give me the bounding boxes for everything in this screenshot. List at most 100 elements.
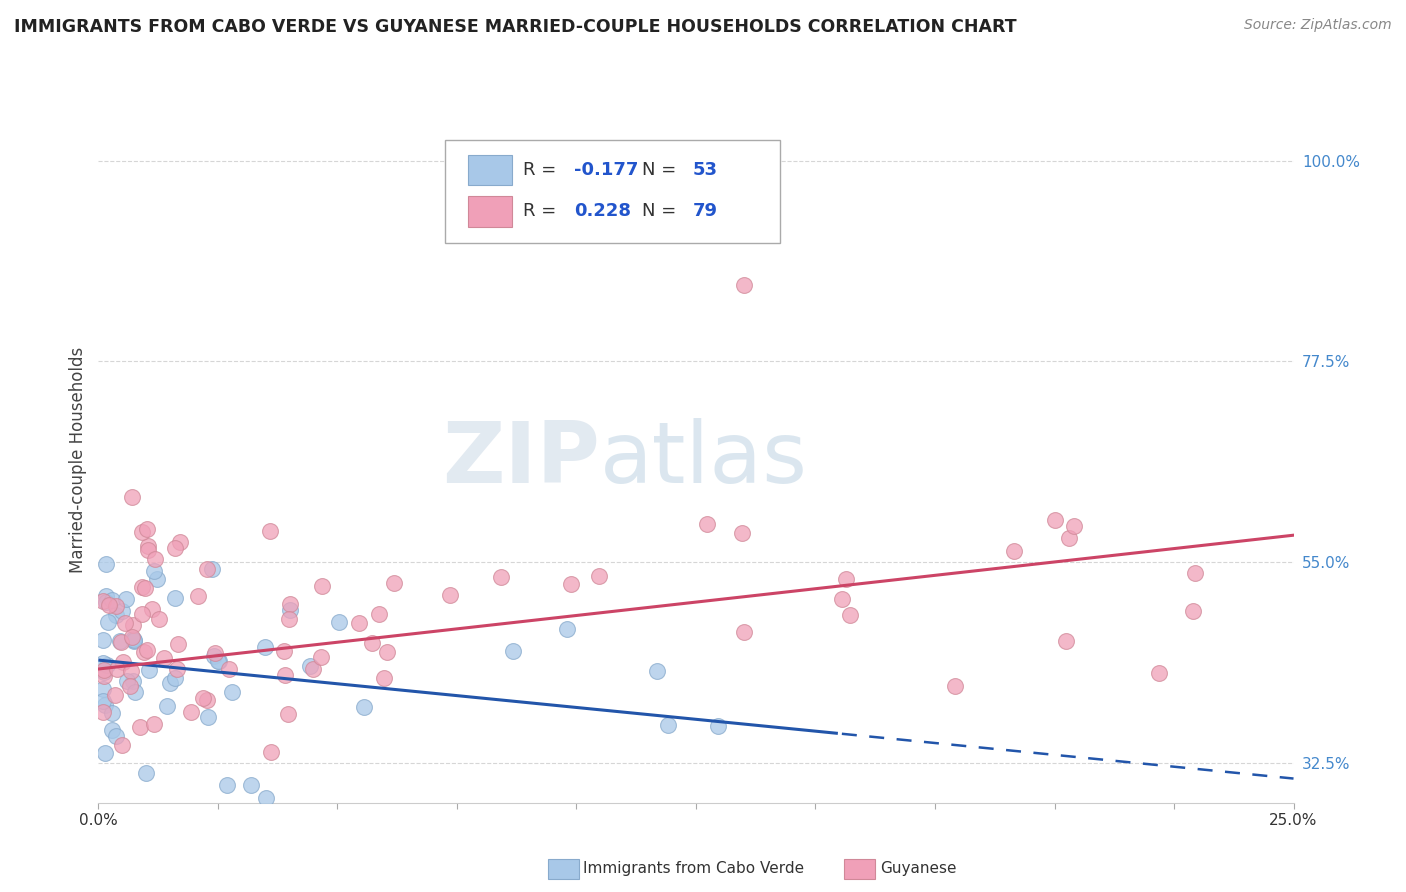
Point bbox=[96, 615, 118, 630]
Point bbox=[733, 625, 755, 640]
Point bbox=[169, 535, 191, 549]
Point bbox=[204, 647, 226, 661]
Point bbox=[309, 650, 332, 665]
Point bbox=[111, 604, 134, 618]
Point bbox=[101, 706, 124, 721]
Point bbox=[115, 591, 138, 606]
Point bbox=[1002, 544, 1025, 558]
Point bbox=[93, 663, 115, 677]
Point bbox=[353, 700, 375, 714]
Text: 0.228: 0.228 bbox=[574, 202, 631, 219]
FancyBboxPatch shape bbox=[444, 140, 780, 243]
Point bbox=[131, 580, 153, 594]
Point bbox=[1043, 513, 1066, 527]
Point bbox=[588, 568, 610, 582]
Point bbox=[221, 684, 243, 698]
Point bbox=[187, 589, 209, 603]
Point bbox=[135, 522, 157, 536]
Point bbox=[131, 524, 153, 539]
Point bbox=[91, 682, 114, 697]
Point bbox=[731, 525, 754, 540]
Point bbox=[696, 517, 718, 532]
Point bbox=[118, 679, 141, 693]
Point bbox=[707, 719, 730, 733]
Point bbox=[382, 576, 405, 591]
Point bbox=[361, 636, 384, 650]
Point bbox=[259, 524, 281, 538]
Point bbox=[122, 632, 145, 647]
Point bbox=[280, 597, 302, 611]
Point bbox=[489, 570, 512, 584]
Point bbox=[159, 675, 181, 690]
Point bbox=[328, 615, 350, 630]
Point bbox=[165, 591, 187, 606]
Point bbox=[838, 608, 860, 623]
Point bbox=[122, 673, 145, 688]
Point bbox=[105, 662, 128, 676]
Point bbox=[146, 572, 169, 586]
Point bbox=[1184, 566, 1206, 581]
Point bbox=[166, 637, 188, 651]
Point bbox=[202, 648, 225, 663]
Point bbox=[134, 765, 156, 780]
Point bbox=[943, 679, 966, 693]
Point bbox=[91, 633, 114, 648]
Point bbox=[94, 746, 117, 760]
Point bbox=[121, 632, 143, 647]
Point bbox=[298, 659, 321, 673]
Point bbox=[277, 612, 299, 626]
Point bbox=[110, 634, 132, 648]
FancyBboxPatch shape bbox=[468, 196, 512, 227]
Point bbox=[132, 644, 155, 658]
Point bbox=[93, 669, 115, 683]
Point bbox=[114, 616, 136, 631]
Point bbox=[110, 739, 132, 753]
Point bbox=[260, 746, 283, 760]
Point bbox=[373, 672, 395, 686]
Point bbox=[1063, 519, 1085, 533]
Point bbox=[1057, 531, 1080, 545]
Point bbox=[145, 551, 167, 566]
Text: Immigrants from Cabo Verde: Immigrants from Cabo Verde bbox=[583, 862, 804, 876]
Point bbox=[193, 691, 215, 706]
Point bbox=[141, 602, 163, 616]
Point bbox=[555, 622, 578, 636]
Point bbox=[136, 542, 159, 557]
Point bbox=[1054, 634, 1077, 648]
Point bbox=[138, 663, 160, 677]
Point bbox=[100, 593, 122, 607]
Point bbox=[115, 673, 138, 688]
Point bbox=[96, 658, 118, 673]
Text: Source: ZipAtlas.com: Source: ZipAtlas.com bbox=[1244, 18, 1392, 32]
Point bbox=[733, 278, 755, 293]
Point bbox=[91, 656, 114, 670]
Point bbox=[121, 490, 143, 504]
Point bbox=[135, 643, 157, 657]
Point bbox=[148, 612, 170, 626]
Point bbox=[831, 592, 853, 607]
Point bbox=[560, 576, 582, 591]
Point bbox=[108, 633, 131, 648]
Point bbox=[165, 671, 187, 685]
Point bbox=[122, 633, 145, 648]
Point bbox=[94, 698, 117, 713]
Point bbox=[302, 662, 325, 676]
Point bbox=[91, 594, 114, 608]
Point bbox=[120, 664, 142, 678]
Point bbox=[166, 662, 188, 676]
Point bbox=[91, 706, 114, 720]
Point bbox=[100, 723, 122, 737]
Point bbox=[1149, 665, 1171, 680]
FancyBboxPatch shape bbox=[468, 155, 512, 186]
Point bbox=[253, 640, 276, 654]
Text: ZIP: ZIP bbox=[443, 417, 600, 501]
Point bbox=[97, 599, 120, 613]
Point bbox=[111, 655, 134, 669]
Text: 53: 53 bbox=[692, 161, 717, 178]
Point bbox=[121, 630, 143, 644]
Point bbox=[201, 562, 224, 576]
Text: N =: N = bbox=[643, 202, 682, 219]
Text: 79: 79 bbox=[692, 202, 717, 219]
Point bbox=[240, 778, 263, 792]
Point bbox=[197, 709, 219, 723]
